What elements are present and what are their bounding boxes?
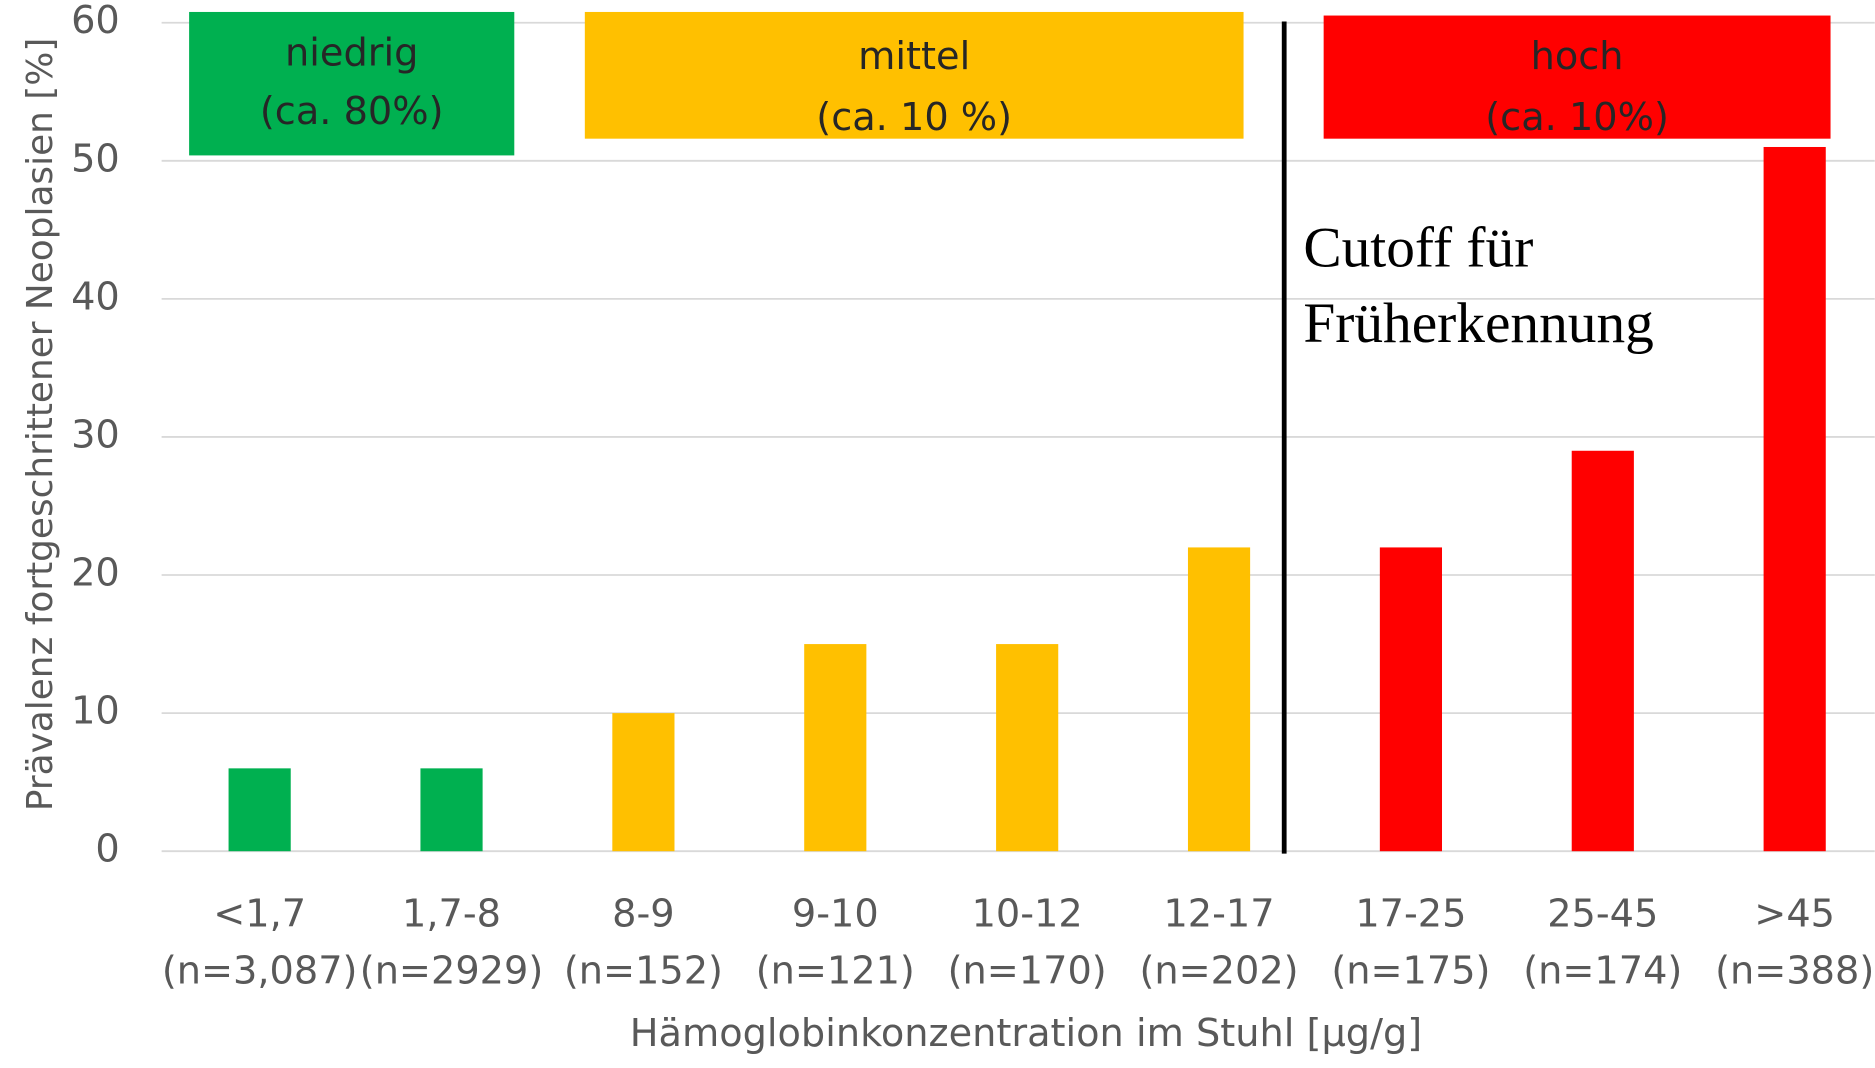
x-tick-label: 1,7-8 [402, 891, 501, 936]
x-tick-count: (n=388) [1715, 949, 1874, 994]
risk-label: mittel [858, 34, 970, 79]
bar [420, 768, 483, 852]
y-tick-label: 20 [71, 551, 120, 596]
risk-box [189, 11, 515, 156]
x-axis-label: Hämoglobinkonzentration im Stuhl [µg/g] [630, 1011, 1422, 1056]
x-tick-label: >45 [1754, 891, 1835, 936]
bar [1187, 547, 1251, 852]
x-tick-count: (n=121) [756, 949, 915, 994]
cutoff-text: Cutoff für [1303, 217, 1533, 280]
x-tick-label: <1,7 [213, 891, 306, 936]
risk-share: (ca. 80%) [260, 89, 444, 134]
x-tick-label: 9-10 [792, 891, 879, 936]
risk-box [1323, 15, 1831, 139]
y-tick-label: 30 [71, 412, 120, 457]
x-tick-count: (n=175) [1331, 949, 1490, 994]
x-tick-label: 8-9 [612, 891, 674, 936]
y-tick-label: 40 [71, 274, 120, 319]
x-tick-label: 25-45 [1547, 891, 1658, 936]
x-tick-count: (n=202) [1139, 949, 1298, 994]
y-tick-label: 60 [71, 0, 120, 43]
y-tick-label: 10 [71, 689, 120, 734]
risk-share: (ca. 10 %) [816, 95, 1012, 140]
bar [1763, 146, 1826, 852]
cutoff-text: Früherkennung [1303, 292, 1654, 355]
risk-label: niedrig [285, 30, 418, 75]
y-tick-label: 50 [71, 136, 120, 181]
bar [996, 644, 1059, 852]
x-tick-label: 10-12 [972, 891, 1083, 936]
x-tick-count: (n=3,087) [162, 949, 358, 994]
risk-box [584, 11, 1244, 139]
y-axis-label: Prävalenz fortgeschrittener Neoplasien [… [20, 38, 61, 811]
x-tick-label: 12-17 [1163, 891, 1274, 936]
bar [612, 713, 675, 852]
bar [1571, 450, 1634, 852]
y-tick-label: 0 [95, 827, 119, 872]
x-tick-label: 17-25 [1355, 891, 1466, 936]
bar [804, 644, 867, 852]
x-tick-count: (n=152) [564, 949, 723, 994]
risk-label: hoch [1531, 34, 1624, 79]
bar [228, 768, 291, 852]
x-tick-count: (n=170) [948, 949, 1107, 994]
x-tick-count: (n=174) [1523, 949, 1682, 994]
risk-share: (ca. 10%) [1485, 95, 1669, 140]
x-tick-count: (n=2929) [360, 949, 543, 994]
bar [1379, 547, 1443, 852]
